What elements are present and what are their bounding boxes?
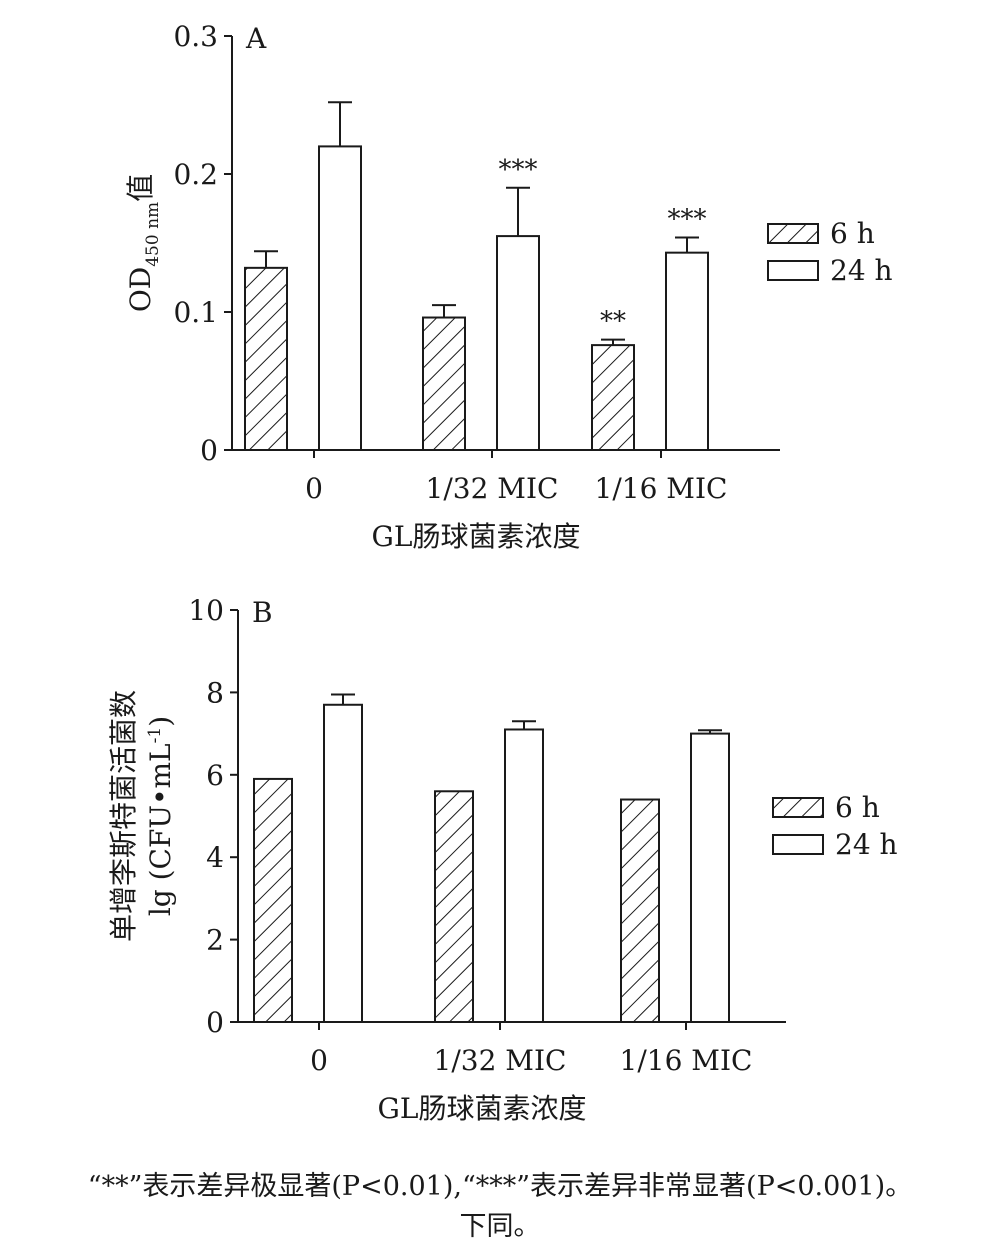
y-tick-label: 8 <box>206 676 224 709</box>
panel-label: A <box>245 22 267 55</box>
bar-6h <box>434 790 474 1024</box>
y-axis-title-suffix: 值 <box>124 174 157 202</box>
y-tick-label: 6 <box>206 759 224 792</box>
significance-label: ** <box>600 307 626 337</box>
y-tick-label: 0.3 <box>173 20 218 53</box>
bar-6h <box>591 344 635 451</box>
legend-swatch-24h <box>767 260 819 281</box>
bar-24h <box>665 251 709 451</box>
legend-swatch-6h <box>772 797 824 818</box>
legend-label: 6 h <box>830 217 875 250</box>
bar-6h <box>620 798 660 1024</box>
y-tick-label: 2 <box>206 924 224 957</box>
y-axis-title-subscript: 450 nm <box>143 202 163 267</box>
y-axis-title-line-2: lg (CFU•mL-1) <box>144 716 177 916</box>
figure-caption-line-1: “**”表示差异极显著(P<0.01),“***”表示差异非常显著(P<0.00… <box>87 1171 913 1202</box>
y-tick-label: 0 <box>206 1006 224 1039</box>
bar-6h <box>253 777 293 1023</box>
y-axis-title-superscript: -1 <box>145 727 165 744</box>
legend-swatch-6h <box>767 223 819 244</box>
x-tick-label: 1/32 MIC <box>426 472 559 505</box>
panel-label: B <box>252 596 273 629</box>
x-axis-title: GL肠球菌素浓度 <box>378 1092 587 1125</box>
panel-a-chart: 00.10.20.3 A0 1/32 MIC 1/16 MICGL肠球菌素浓度****… <box>124 20 893 553</box>
x-tick-label: 0 <box>305 472 323 505</box>
figure: 00.10.20.3 A0 1/32 MIC 1/16 MICGL肠球菌素浓度****… <box>107 20 898 1125</box>
y-tick-label: 0.2 <box>173 158 218 191</box>
significance-label: *** <box>499 155 538 185</box>
bar-6h <box>244 266 288 451</box>
bar-24h <box>318 145 362 451</box>
legend-label: 24 h <box>835 828 898 861</box>
bar-24h <box>504 728 544 1023</box>
x-tick-label: 1/16 MIC <box>595 472 728 505</box>
y-tick-label: 0.1 <box>173 296 218 329</box>
bar-24h <box>323 703 363 1023</box>
y-tick-label: 0 <box>200 434 218 467</box>
x-tick-label: 1/32 MIC <box>434 1044 567 1077</box>
legend-label: 6 h <box>835 791 880 824</box>
y-tick-label: 10 <box>188 594 224 627</box>
legend-label: 24 h <box>830 254 893 287</box>
y-tick-label: 4 <box>206 841 224 874</box>
legend-swatch-24h <box>772 834 824 855</box>
panel-b-chart: 0 2 4 6 8 10 B 0 1/32 MIC 1/16 MIC GL肠球菌素浓度 6 h 24 h… <box>107 594 898 1125</box>
x-tick-label: 0 <box>310 1044 328 1077</box>
x-axis-title: GL肠球菌素浓度 <box>372 520 581 553</box>
y-axis-title-line-1: 单增李斯特菌活菌数 <box>107 690 140 942</box>
significance-label: *** <box>668 204 707 234</box>
y-axis-title-main: OD <box>124 267 157 312</box>
bar-24h <box>496 235 540 451</box>
y-axis-title-unit: lg (CFU•mL <box>144 743 177 916</box>
bar-24h <box>690 732 730 1023</box>
bar-6h <box>422 316 466 451</box>
figure-caption-line-2: 下同。 <box>459 1211 541 1242</box>
x-tick-label: 1/16 MIC <box>620 1044 753 1077</box>
y-axis-title-close: ) <box>144 716 177 727</box>
y-axis-title: OD450 nm值 <box>124 174 163 312</box>
